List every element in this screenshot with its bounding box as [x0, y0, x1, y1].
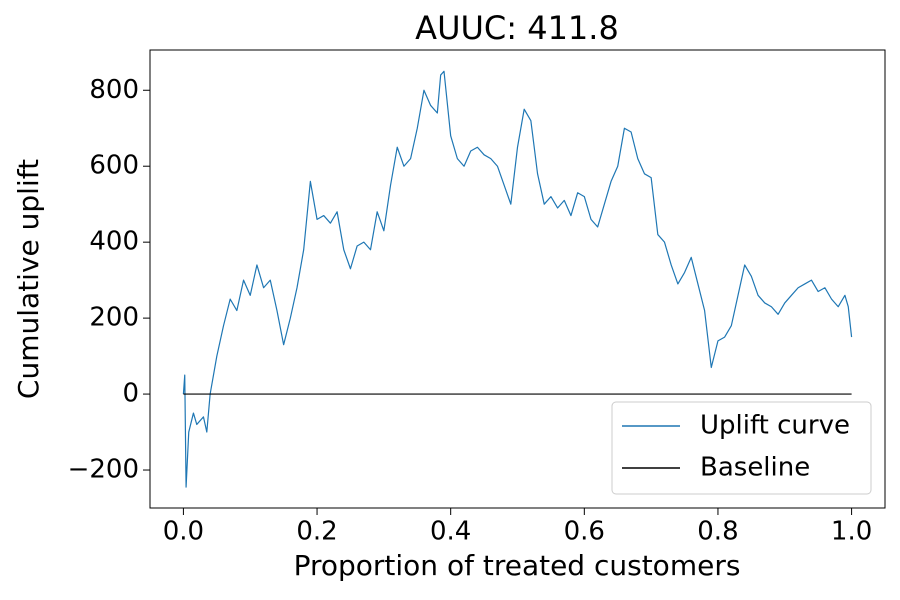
y-tick-label: 800 [89, 75, 139, 105]
x-tick-label: 0.2 [296, 517, 337, 547]
y-tick-label: −200 [68, 455, 139, 485]
x-tick-label: 1.0 [831, 517, 872, 547]
x-tick-label: 0.0 [163, 517, 204, 547]
chart-title: AUUC: 411.8 [415, 9, 619, 47]
y-tick-label: 0 [122, 379, 139, 409]
legend-label: Baseline [700, 453, 810, 483]
y-tick-label: 400 [89, 227, 139, 257]
x-axis-label: Proportion of treated customers [294, 549, 741, 582]
x-tick-label: 0.4 [430, 517, 471, 547]
x-tick-label: 0.8 [697, 517, 738, 547]
legend-box [611, 401, 872, 495]
plot-frame [149, 49, 886, 509]
y-axis-label: Cumulative uplift [12, 159, 45, 399]
legend-label: Uplift curve [700, 411, 850, 441]
y-tick-label: 200 [89, 303, 139, 333]
x-tick-label: 0.6 [564, 517, 605, 547]
y-tick-label: 600 [89, 151, 139, 181]
series-line [182, 70, 853, 488]
